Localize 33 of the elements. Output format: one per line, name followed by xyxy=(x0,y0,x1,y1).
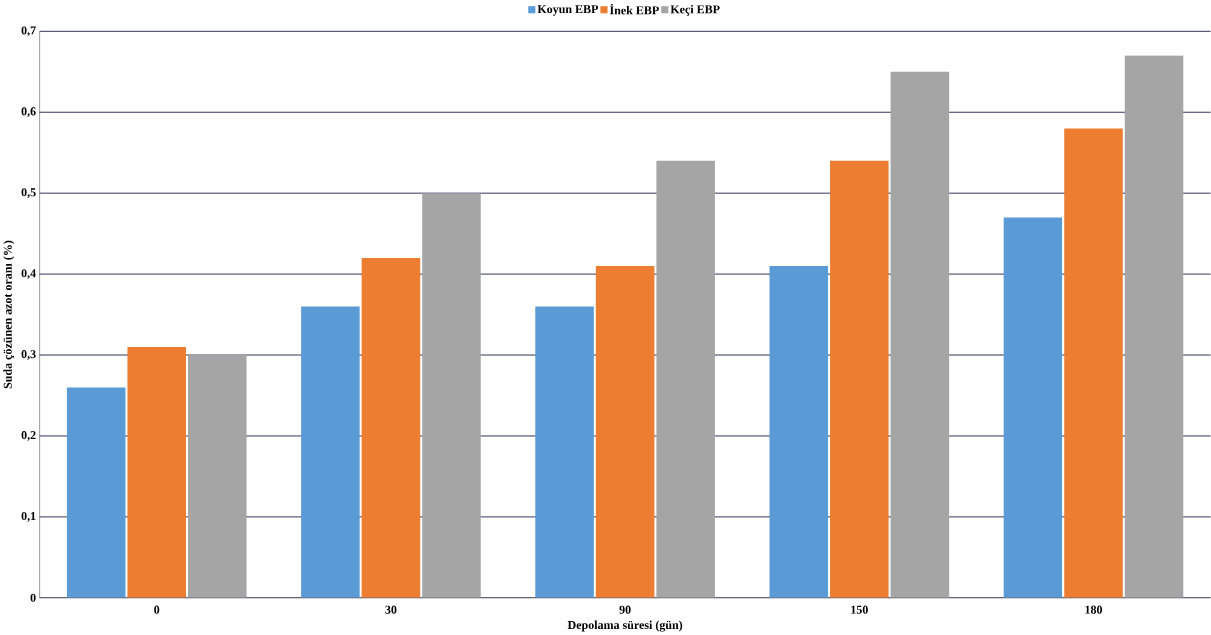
bar xyxy=(127,346,187,598)
bar xyxy=(301,306,360,598)
y-tick-label: 0,1 xyxy=(21,512,36,522)
x-axis-title: Depolama süresi (gün) xyxy=(567,620,683,632)
y-tick-label: 0 xyxy=(30,593,36,602)
bar xyxy=(1064,128,1123,598)
y-tick-label: 0,6 xyxy=(21,107,36,118)
legend-label: İnek EBP xyxy=(609,4,659,15)
bar xyxy=(830,160,889,598)
y-axis-title: Suda çözünen azot oranı (%) xyxy=(3,240,15,389)
bar xyxy=(769,266,829,598)
y-tick-label: 0,4 xyxy=(21,269,36,280)
bar xyxy=(188,355,247,598)
bar xyxy=(1124,55,1184,598)
y-tick-label: 0,5 xyxy=(21,188,36,199)
legend-label: Keçi EBP xyxy=(670,5,720,16)
bar xyxy=(595,266,655,598)
x-tick-label: 180 xyxy=(1085,605,1103,614)
bar xyxy=(422,193,481,598)
bar xyxy=(535,306,594,598)
x-tick-label: 150 xyxy=(851,605,868,614)
y-tick-label: 0,3 xyxy=(21,350,36,360)
bar xyxy=(66,387,126,598)
y-tick-label: 0,2 xyxy=(21,431,36,441)
legend-label: Koyun EBP xyxy=(537,5,599,16)
x-tick-label: 30 xyxy=(385,605,397,614)
bar xyxy=(656,160,715,598)
x-tick-label: 90 xyxy=(619,605,631,614)
bar xyxy=(361,257,421,598)
x-tick-label: 0 xyxy=(154,605,160,614)
y-tick-label: 0,7 xyxy=(21,26,36,37)
bar xyxy=(1003,217,1063,598)
bar xyxy=(890,71,950,598)
